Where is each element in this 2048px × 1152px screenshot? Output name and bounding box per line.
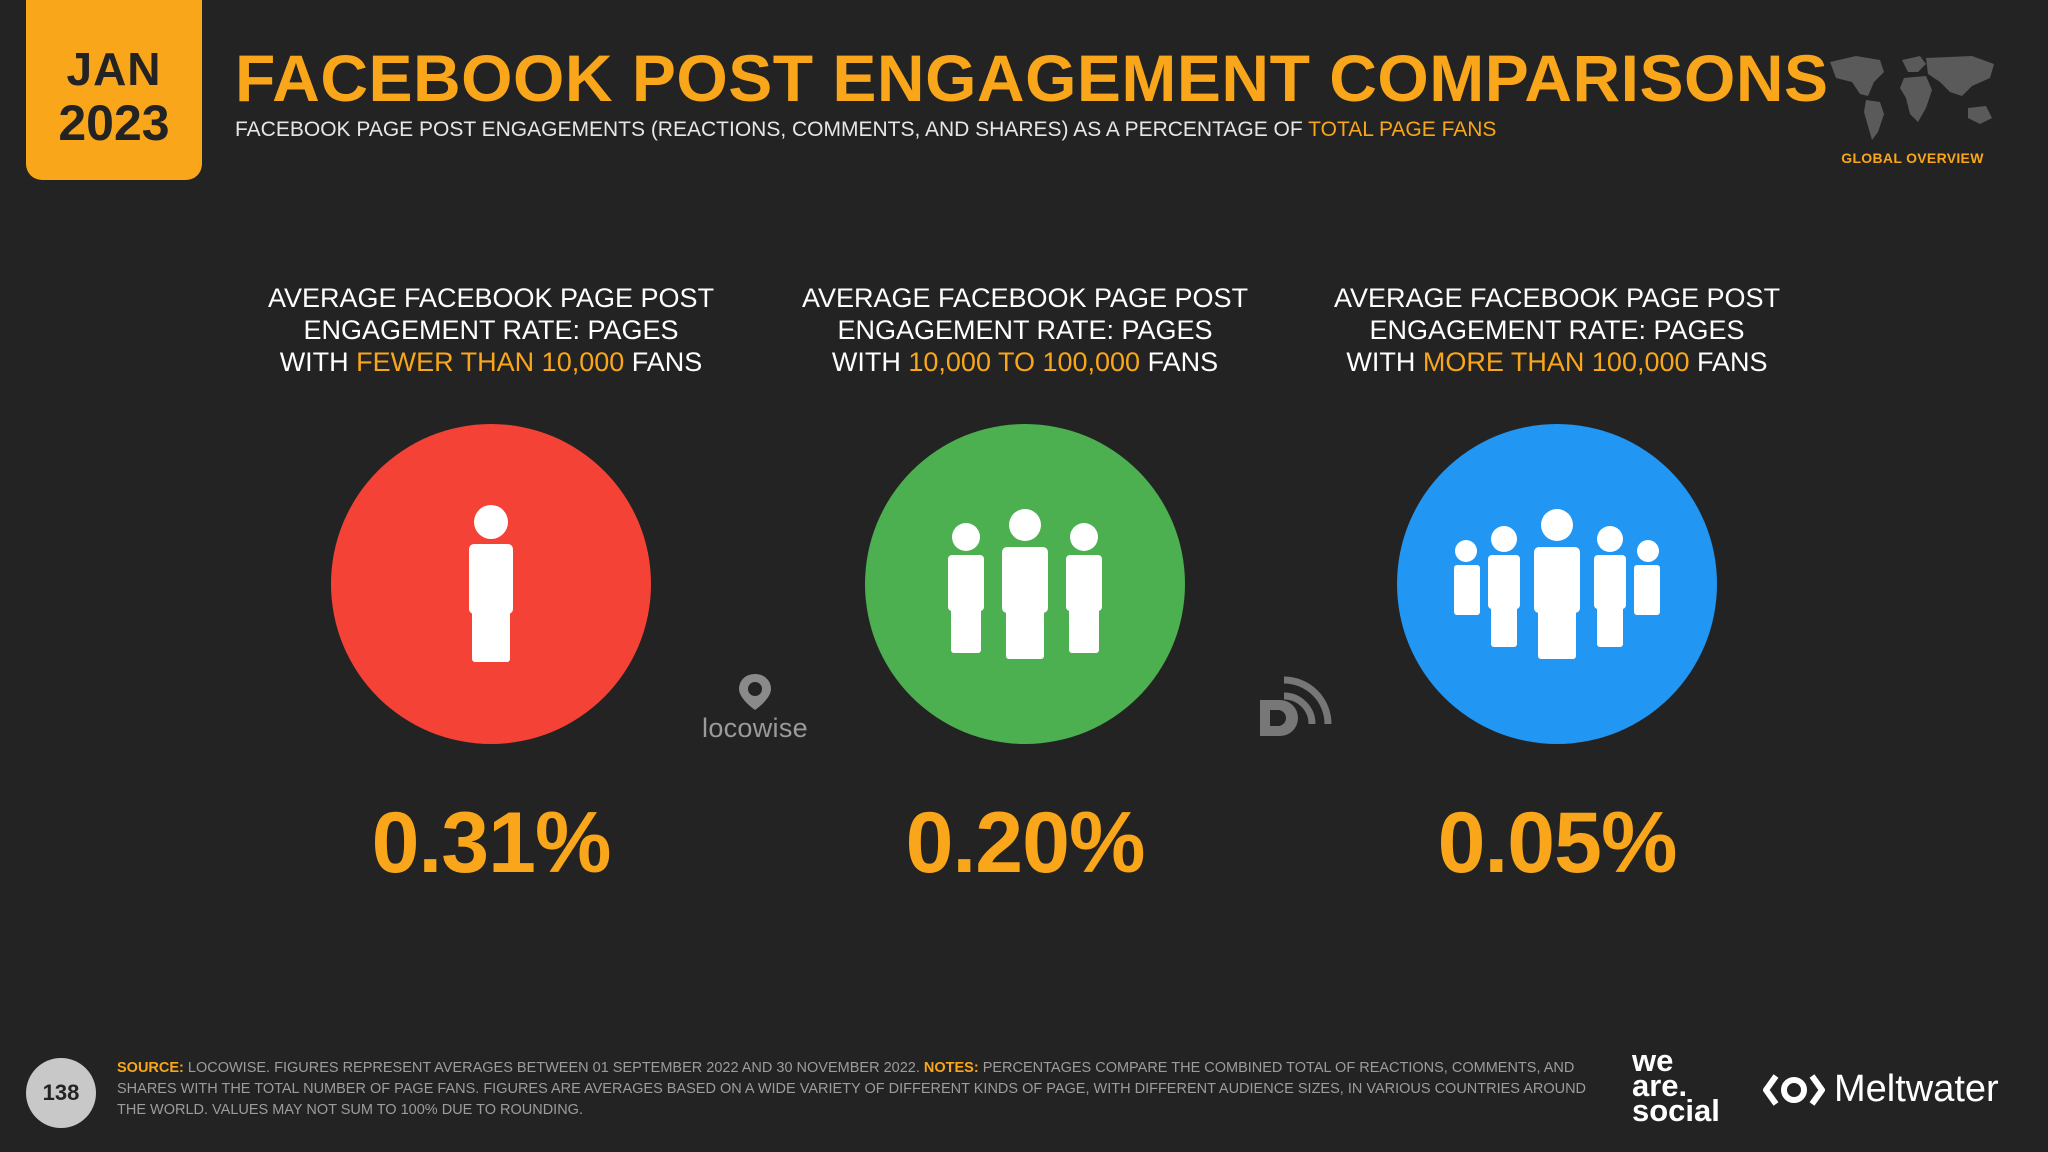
panel-heading: AVERAGE FACEBOOK PAGE POST ENGAGEMENT RA… (226, 282, 756, 382)
notes-text: PERCENTAGES COMPARE THE COMBINED TOTAL O… (117, 1060, 1587, 1118)
panel-heading-line2: ENGAGEMENT RATE: PAGES (1369, 315, 1745, 345)
source-label: SOURCE: (117, 1060, 184, 1076)
panel-heading-line1: AVERAGE FACEBOOK PAGE POST (1333, 283, 1781, 313)
panel-highlight: FEWER THAN 10,000 (356, 347, 625, 377)
panel-prefix: WITH (279, 347, 357, 377)
panel-suffix: FANS (1140, 347, 1219, 377)
panel-heading: AVERAGE FACEBOOK PAGE POST ENGAGEMENT RA… (1292, 282, 1822, 382)
locowise-logo-text: locowise (702, 713, 808, 743)
three-people-icon (948, 509, 1102, 659)
engagement-rate-value: 0.05% (1437, 795, 1678, 891)
we-are-social-logo: we are. social (1632, 1043, 1720, 1128)
meltwater-mark-icon (1763, 1073, 1825, 1106)
panel-highlight: MORE THAN 100,000 (1422, 347, 1690, 377)
panel-prefix: WITH (831, 347, 909, 377)
date-year: 2023 (58, 95, 170, 151)
single-person-icon (469, 505, 513, 662)
subtitle-main: FACEBOOK PAGE POST ENGAGEMENTS (REACTION… (235, 118, 1309, 141)
panel-heading-line1: AVERAGE FACEBOOK PAGE POST (801, 283, 1249, 313)
panel-heading: AVERAGE FACEBOOK PAGE POST ENGAGEMENT RA… (760, 282, 1290, 382)
engagement-rate-value: 0.20% (905, 795, 1146, 891)
locowise-logo: locowise (700, 672, 810, 752)
panel-highlight: 10,000 TO 100,000 (908, 347, 1141, 377)
footnote: SOURCE: LOCOWISE. FIGURES REPRESENT AVER… (117, 1058, 1587, 1121)
notes-label: NOTES: (923, 1060, 979, 1076)
meltwater-logo-text: Meltwater (1834, 1068, 1999, 1110)
date-month: JAN (66, 43, 162, 95)
subtitle-highlight: TOTAL PAGE FANS (1308, 118, 1497, 141)
page-number: 138 (26, 1058, 96, 1128)
engagement-rate-value: 0.31% (371, 795, 612, 891)
was-logo-line3: social (1632, 1093, 1720, 1128)
was-logo-line2: are. (1632, 1068, 1688, 1103)
panel-10k-to-100k: AVERAGE FACEBOOK PAGE POST ENGAGEMENT RA… (760, 282, 1290, 893)
page-subtitle: FACEBOOK PAGE POST ENGAGEMENTS (REACTION… (235, 118, 1496, 142)
panel-suffix: FANS (624, 347, 703, 377)
date-badge: JAN 2023 (26, 0, 202, 180)
datareportal-logo (1260, 676, 1332, 736)
blue-circle (1397, 424, 1717, 744)
panel-more-than-100k: AVERAGE FACEBOOK PAGE POST ENGAGEMENT RA… (1292, 282, 1822, 893)
panel-prefix: WITH (1346, 347, 1423, 377)
panel-heading-line3: WITH 10,000 TO 100,000 FANS (760, 346, 1290, 378)
crowd-icon (1454, 509, 1660, 659)
was-logo-line1: we (1632, 1043, 1674, 1078)
panel-heading-line2: ENGAGEMENT RATE: PAGES (303, 315, 679, 345)
panel-heading-line1: AVERAGE FACEBOOK PAGE POST (267, 283, 715, 313)
panel-heading-line2: ENGAGEMENT RATE: PAGES (837, 315, 1213, 345)
meltwater-logo: Meltwater (1762, 1068, 1999, 1111)
world-map-icon (1830, 56, 1994, 140)
green-circle (865, 424, 1185, 744)
panel-suffix: FANS (1689, 347, 1768, 377)
panel-heading-line3: WITH FEWER THAN 10,000 FANS (226, 346, 756, 378)
region-label: GLOBAL OVERVIEW (1841, 150, 1984, 166)
panel-fewer-than-10k: AVERAGE FACEBOOK PAGE POST ENGAGEMENT RA… (226, 282, 756, 893)
location-pin-icon (739, 674, 771, 710)
source-text: LOCOWISE. FIGURES REPRESENT AVERAGES BET… (183, 1060, 924, 1076)
panel-heading-line3: WITH MORE THAN 100,000 FANS (1292, 346, 1822, 378)
red-circle (331, 424, 651, 744)
page-title: FACEBOOK POST ENGAGEMENT COMPARISONS (235, 41, 1829, 115)
